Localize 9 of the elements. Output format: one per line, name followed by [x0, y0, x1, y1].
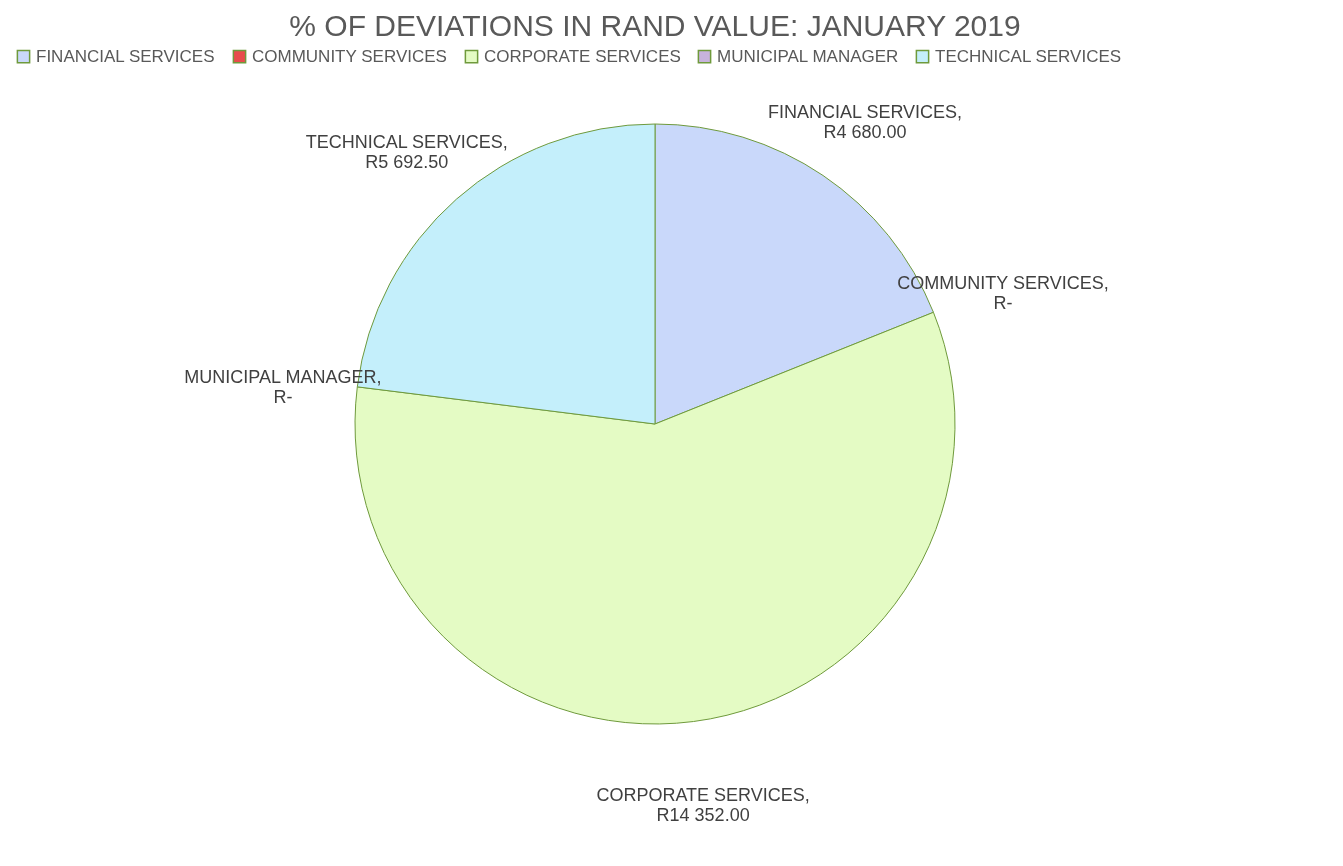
legend-label: FINANCIAL SERVICES	[36, 46, 215, 66]
chart-title: % OF DEVIATIONS IN RAND VALUE: JANUARY 2019	[289, 9, 1021, 42]
legend-label: TECHNICAL SERVICES	[935, 46, 1122, 66]
data-label: TECHNICAL SERVICES, R5 692.50	[305, 131, 508, 172]
data-label: FINANCIAL SERVICES, R4 680.00	[768, 102, 963, 143]
legend-label: MUNICIPAL MANAGER	[717, 46, 899, 66]
data-label: CORPORATE SERVICES, R14 352.00	[596, 784, 810, 825]
legend-label: CORPORATE SERVICES	[484, 46, 681, 66]
legend-label: COMMUNITY SERVICES	[252, 46, 447, 66]
